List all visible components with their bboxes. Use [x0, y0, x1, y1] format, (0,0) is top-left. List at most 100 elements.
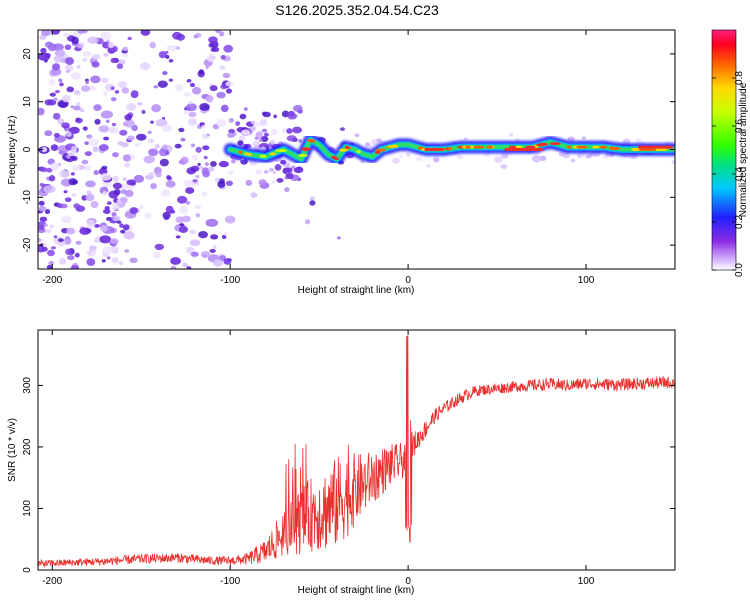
spectrogram-blob — [215, 30, 221, 34]
spectrogram-blob — [567, 136, 575, 142]
spectrogram-blob — [298, 139, 303, 143]
spectrogram-blob — [223, 44, 234, 53]
ridge-hotspot — [576, 145, 588, 149]
ridge-hotspot — [631, 148, 640, 151]
spectrogram-blob — [108, 190, 119, 199]
spectrogram-blob — [50, 162, 60, 171]
spectrogram-blob — [112, 152, 119, 158]
spectrogram-blob — [172, 31, 182, 40]
spectrogram-blob — [112, 215, 121, 222]
spectrogram-blob — [89, 85, 96, 91]
spectrogram-blob — [106, 39, 110, 43]
ridge-hotspot — [549, 142, 561, 146]
spectrogram-blob — [62, 32, 70, 38]
spectrogram-blob — [292, 126, 303, 134]
spectrogram-blob — [563, 153, 571, 159]
ridge-hotspot — [515, 145, 523, 149]
spectrogram-blob — [185, 187, 195, 194]
spectrogram-blob — [117, 59, 126, 65]
spectrogram-blob — [53, 235, 58, 239]
spectrogram-blob — [274, 163, 282, 171]
spectrogram-blob — [111, 122, 117, 127]
spectrogram-blob — [415, 156, 423, 161]
spectrogram-blob — [122, 154, 132, 162]
spectrogram-blob — [581, 136, 586, 140]
spectrogram-x-axis-label: Height of straight line (km) — [298, 285, 415, 296]
spectrogram-blob — [203, 155, 208, 160]
spectrogram-blob — [84, 141, 89, 145]
spectrogram-blob — [250, 120, 256, 125]
snr-y-tick-label: 200 — [22, 438, 33, 455]
spectrogram-blob — [117, 81, 128, 89]
spectrogram-blob — [84, 165, 92, 171]
spectrogram-blob — [112, 182, 123, 190]
spectrogram-blob — [116, 220, 122, 224]
spectrogram-blob — [212, 245, 217, 249]
spectrogram-blob — [61, 122, 70, 129]
spectrogram-blob — [202, 170, 210, 178]
spectrogram-blob — [93, 239, 98, 243]
spectrogram-blob — [354, 133, 360, 137]
spectrogram-y-tick-label: 0 — [22, 146, 33, 152]
spectrogram-blob — [216, 118, 227, 127]
ridge-hotspot — [344, 145, 350, 149]
spectrogram-blob — [290, 165, 296, 169]
spectrogram-blob — [139, 62, 151, 71]
spectrogram-blob — [92, 146, 99, 153]
spectrogram-blob — [223, 231, 228, 236]
spectrogram-blob — [147, 130, 152, 135]
spectrogram-blob — [122, 224, 130, 231]
spectrogram-blob — [217, 180, 226, 188]
spectrogram-blob — [80, 85, 91, 92]
spectrogram-blob — [82, 57, 88, 63]
spectrogram-blob — [183, 179, 193, 187]
spectrogram-blob — [178, 159, 185, 165]
spectrogram-blob — [285, 167, 293, 173]
spectrogram-blob — [188, 101, 193, 105]
ridge-hotspot — [473, 145, 485, 149]
ridge-hotspot — [375, 150, 381, 154]
spectrogram-blob — [165, 205, 174, 214]
snr-x-axis-label: Height of straight line (km) — [298, 585, 415, 596]
chart-title: S126.2025.352.04.54.C23 — [275, 2, 439, 18]
snr-x-tick-label: -200 — [42, 576, 62, 587]
ridge-hotspot — [508, 145, 517, 149]
spectrogram-blob — [205, 94, 214, 103]
spectrogram-blob — [70, 105, 74, 109]
spectrogram-blob — [43, 185, 56, 194]
spectrogram-blob — [124, 249, 130, 253]
spectrogram-blob — [426, 164, 431, 168]
spectrogram-blob — [124, 114, 133, 121]
ridge-hotspot — [259, 154, 267, 158]
spectrogram-blob — [191, 154, 198, 161]
spectrogram-blob — [58, 78, 63, 83]
spectrogram-blob — [245, 179, 253, 187]
spectrogram-blob — [86, 219, 95, 227]
spectrogram-blob — [194, 205, 202, 210]
spectrogram-blob — [79, 227, 91, 235]
spectrogram-blob — [91, 251, 96, 256]
spectrogram-blob — [110, 97, 117, 102]
spectrogram-blob — [101, 259, 106, 263]
spectrogram-blob — [64, 64, 74, 71]
spectrogram-blob — [220, 55, 226, 60]
spectrogram-blob — [227, 170, 235, 176]
spectrogram-blob — [151, 104, 162, 113]
spectrogram-blob — [61, 94, 71, 103]
spectrogram-blob — [210, 234, 219, 240]
ridge-hotspot — [375, 148, 386, 152]
spectrogram-blob — [191, 86, 202, 95]
spectrogram-blob — [38, 237, 42, 243]
spectrogram-blob — [120, 229, 126, 234]
spectrogram-y-tick-label: 10 — [22, 96, 33, 108]
spectrogram-blob — [145, 174, 154, 180]
spectrogram-blob — [272, 170, 277, 174]
spectrogram-blob — [68, 126, 80, 134]
spectrogram-blob — [98, 125, 110, 133]
spectrogram-blob — [98, 144, 109, 152]
spectrogram-blob — [73, 90, 81, 95]
ridge-hotspot — [392, 144, 398, 148]
spectrogram-blob — [226, 132, 235, 138]
spectrogram-blob — [188, 111, 197, 118]
colorbar-label: Normalized spectral amplitude — [738, 82, 749, 217]
